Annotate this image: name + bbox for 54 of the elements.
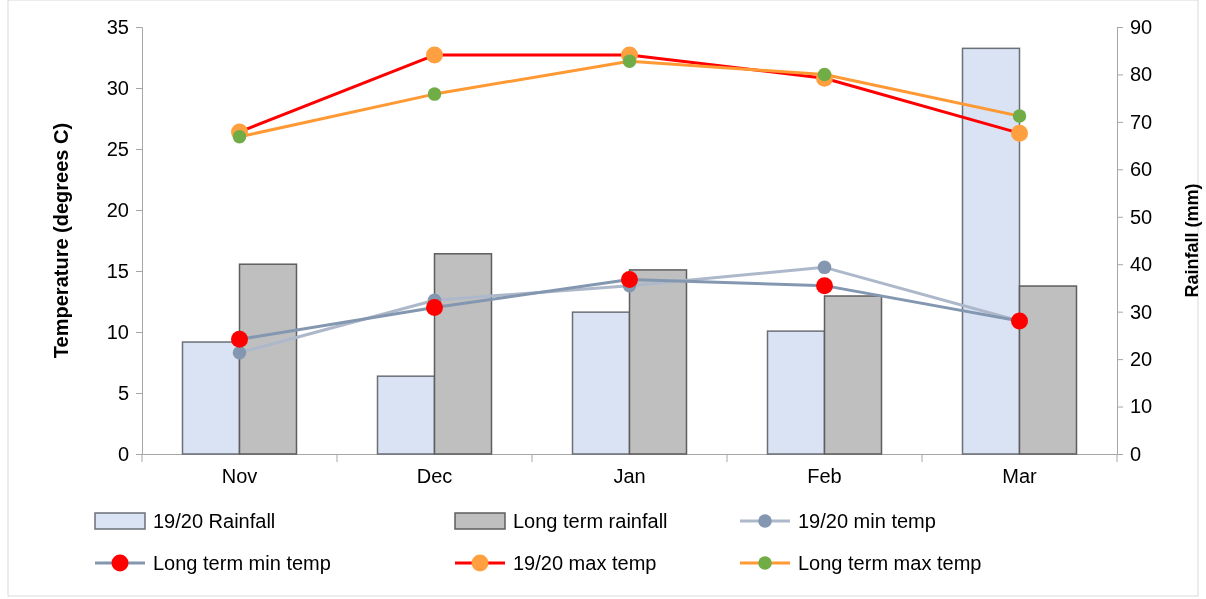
x-tick-label: Feb xyxy=(807,465,842,487)
bar xyxy=(376,375,436,455)
point xyxy=(426,299,443,317)
point xyxy=(816,277,833,295)
bar xyxy=(823,295,883,455)
y2-axis-title: Rainfall (mm) xyxy=(1182,183,1202,298)
x-tick-label: Dec xyxy=(416,465,453,487)
point xyxy=(231,330,248,348)
bar xyxy=(238,263,298,455)
point xyxy=(621,271,638,289)
y2-tick-label: 0 xyxy=(1130,442,1142,465)
point xyxy=(426,46,443,64)
y-tick-label: 10 xyxy=(106,320,129,343)
x-tick-label: Mar xyxy=(1002,465,1038,487)
point xyxy=(817,67,832,82)
bar xyxy=(628,269,688,455)
bar xyxy=(1018,285,1078,455)
x-tick-label: Nov xyxy=(221,465,258,487)
point xyxy=(1011,124,1028,142)
point xyxy=(1012,109,1027,123)
y-tick-label: 0 xyxy=(117,442,129,465)
y2-tick-label: 90 xyxy=(1130,15,1153,38)
legend-label: 19/20 Rainfall xyxy=(153,510,276,532)
point xyxy=(232,345,247,360)
legend-label: Long term rainfall xyxy=(513,510,668,532)
y-tick-label: 5 xyxy=(117,381,129,404)
y-tick-label: 20 xyxy=(106,198,129,221)
y-tick-label: 35 xyxy=(106,15,129,38)
y2-tick-label: 60 xyxy=(1130,158,1153,181)
bar xyxy=(433,253,493,455)
y2-tick-label: 30 xyxy=(1130,300,1153,323)
point xyxy=(817,260,832,275)
point xyxy=(427,87,442,101)
x-tick-label: Jan xyxy=(613,465,646,487)
legend-label: Long term min temp xyxy=(153,552,331,574)
y2-tick-label: 40 xyxy=(1130,253,1153,276)
legend-label: 19/20 min temp xyxy=(798,510,936,532)
legend-label: 19/20 max temp xyxy=(513,552,657,574)
bar xyxy=(766,330,826,455)
y-tick-label: 15 xyxy=(106,259,129,282)
bar xyxy=(961,47,1021,455)
bar xyxy=(181,341,241,455)
y-tick-label: 25 xyxy=(106,137,129,160)
y-axis-title: Temperature (degrees C) xyxy=(50,122,72,359)
bar xyxy=(571,311,631,455)
y2-tick-label: 70 xyxy=(1130,110,1153,133)
point xyxy=(232,130,247,144)
point xyxy=(622,54,637,68)
y2-tick-label: 10 xyxy=(1130,395,1153,418)
legend-label: Long term max temp xyxy=(798,552,982,574)
y-tick-label: 30 xyxy=(106,76,129,99)
y2-tick-label: 50 xyxy=(1130,205,1153,228)
y2-tick-label: 20 xyxy=(1130,348,1153,371)
y2-tick-label: 80 xyxy=(1130,63,1153,86)
